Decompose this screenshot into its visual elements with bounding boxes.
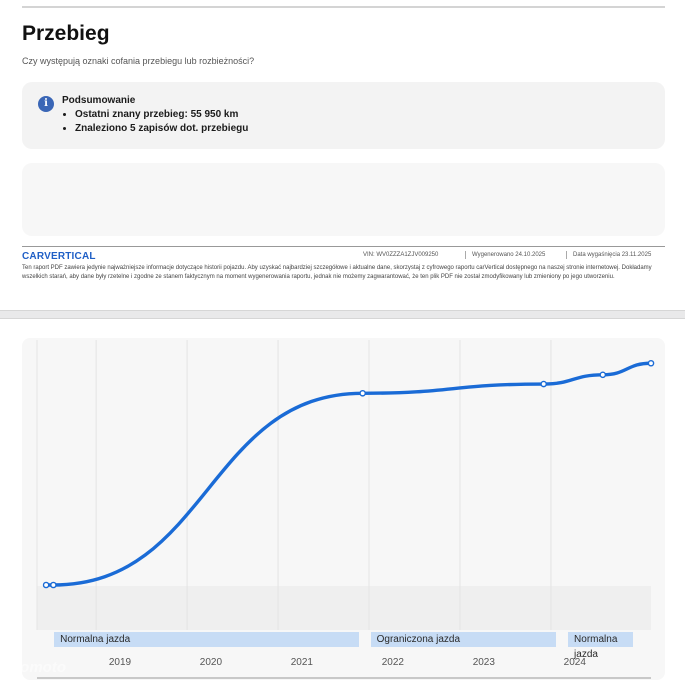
disclaimer-text: Ten raport PDF zawiera jedynie najważnie… [22,265,652,280]
x-tick-label: 2020 [199,657,223,668]
band-label: Normalna jazda [54,632,359,647]
summary-card: i Podsumowanie Ostatni znany przebieg: 5… [22,82,665,149]
generated-date: Wygenerowano 24.10.2025 [472,252,546,258]
x-tick-label: 2021 [290,657,313,668]
section-subtitle: Czy występują oznaki cofania przebiegu l… [22,56,255,66]
chart-floor [37,586,651,630]
chart-grid [36,340,552,630]
brand-logo: CARVERTICAL [22,251,96,262]
data-point [599,371,607,379]
section-title: Przebieg [22,22,110,45]
watermark: otomoto [6,659,66,676]
data-points [42,359,655,589]
summary-title: Podsumowanie [62,95,136,106]
meta-separator [566,251,567,259]
vin-text: VIN: WV0ZZZA1ZJV009250 [363,252,439,258]
data-point [359,389,366,397]
meta-separator [465,251,466,259]
data-point [647,359,655,367]
x-tick-label: 2024 [563,657,586,668]
summary-item-records: Znaleziono 5 zapisów dot. przebiegu [75,123,248,134]
placeholder-panel [22,163,665,236]
summary-list: Ostatni znany przebieg: 55 950 km Znalez… [62,109,248,137]
top-divider [22,6,665,8]
x-tick-label: 2019 [108,657,132,668]
data-point [42,581,50,589]
data-point [540,380,547,388]
data-point [50,581,57,589]
footer-divider [22,246,665,247]
band-label: Normalna jazda [568,632,634,660]
expiry-date: Data wygaśnięcia 23.11.2025 [573,252,652,258]
report-page-summary: Przebieg Czy występują oznaki cofania pr… [0,0,685,311]
summary-item-mileage: Ostatni znany przebieg: 55 950 km [75,109,248,120]
x-tick-label: 2022 [381,657,404,668]
band-label: Ograniczona jazda [370,632,557,647]
x-tick-label: 2023 [472,657,495,668]
info-icon: i [38,96,54,112]
